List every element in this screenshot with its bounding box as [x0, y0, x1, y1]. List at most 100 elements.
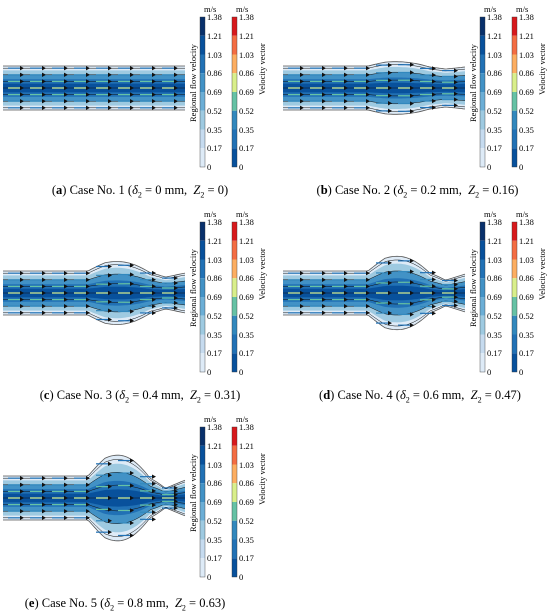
velocity-arrowhead [20, 72, 24, 77]
vector-colorbar-segment [232, 334, 237, 354]
vector-colorbar-segment [232, 110, 237, 130]
velocity-arrowhead [344, 92, 348, 97]
vector-colorbar-tick-label: 1.38 [519, 217, 534, 227]
flow-colorbar-segment [200, 445, 205, 465]
flow-colorbar-segment [200, 110, 205, 130]
flow-colorbar-segment [480, 35, 485, 55]
velocity-arrowhead [20, 66, 24, 71]
flow-field-svg [283, 221, 518, 373]
velocity-arrowhead [108, 461, 112, 467]
velocity-arrowhead [300, 310, 304, 315]
vector-colorbar-segment [232, 54, 237, 74]
flow-colorbar-segment [200, 558, 205, 577]
velocity-arrowhead [130, 290, 134, 296]
flow-colorbar-unit: m/s [484, 4, 497, 14]
flow-colorbar-segment [480, 17, 485, 36]
vector-colorbar-title: Velocity vector [257, 453, 267, 505]
velocity-arrowhead [322, 105, 326, 110]
velocity-arrowhead [130, 263, 134, 268]
velocity-arrowhead [20, 515, 24, 520]
vector-colorbar-segment [512, 334, 517, 354]
vector-colorbar-segment [232, 445, 237, 465]
velocity-arrowhead [64, 297, 68, 302]
velocity-arrowhead [174, 275, 178, 281]
velocity-arrowhead [174, 85, 178, 91]
flow-colorbar-segment [200, 54, 205, 74]
vector-colorbar-tick-label: 1.38 [239, 217, 254, 227]
velocity-arrowhead [86, 297, 90, 302]
velocity-arrowhead [108, 518, 112, 523]
velocity-arrowhead [300, 105, 304, 110]
vector-colorbar-tick-label: 0.17 [239, 348, 254, 359]
velocity-arrowhead [366, 304, 370, 309]
velocity-arrowhead [344, 284, 348, 289]
vector-colorbar-segment [232, 240, 237, 260]
velocity-arrowhead [344, 297, 348, 302]
velocity-arrowhead [64, 271, 68, 276]
velocity-arrowhead [454, 303, 458, 308]
velocity-arrowhead [410, 101, 414, 106]
flow-colorbar-segment [200, 502, 205, 521]
velocity-arrowhead [20, 284, 24, 289]
flow-colorbar-tick-label: 1.03 [207, 254, 222, 265]
flow-colorbar-tick-label: 0.69 [207, 292, 222, 302]
velocity-arrowhead [86, 271, 90, 276]
velocity-arrowhead [454, 85, 458, 91]
flow-colorbar-segment [200, 92, 205, 111]
vector-colorbar-tick-label: 0 [239, 367, 244, 377]
velocity-arrowhead [42, 509, 46, 514]
velocity-arrowhead [152, 517, 156, 522]
flow-colorbar-tick-label: 0.69 [487, 87, 502, 97]
flow-field-svg [3, 16, 238, 168]
caption-case-5: (e) Case No. 5 (δ2 = 0.8 mm, Z2 = 0.63) [24, 596, 226, 613]
flow-colorbar-segment [200, 73, 205, 92]
velocity-arrowhead [322, 85, 326, 91]
vector-colorbar-tick-label: 0.69 [519, 292, 534, 302]
flow-colorbar-segment [200, 240, 205, 260]
velocity-arrowhead [432, 92, 436, 97]
vector-colorbar-frame [231, 426, 238, 578]
velocity-arrowhead [42, 72, 46, 77]
vector-colorbar-tick-label: 0.86 [519, 68, 534, 79]
velocity-arrowhead [64, 515, 68, 520]
velocity-arrowhead [174, 499, 178, 504]
vector-colorbar-tick-label: 1.38 [519, 12, 534, 22]
velocity-arrowhead [20, 85, 24, 91]
velocity-arrowhead [108, 264, 112, 269]
vector-colorbar-segment [232, 92, 237, 111]
velocity-arrowhead [432, 277, 436, 282]
velocity-arrowhead [86, 502, 90, 507]
vector-colorbar-title: Velocity vector [257, 248, 267, 300]
flow-colorbar-tick-label: 0.86 [207, 68, 222, 79]
velocity-arrowhead [108, 495, 112, 501]
vector-colorbar-tick-label: 1.03 [239, 459, 254, 470]
velocity-arrowhead [174, 502, 178, 507]
velocity-arrowhead [152, 277, 156, 282]
vector-colorbar-tick-label: 0 [239, 572, 244, 582]
vector-colorbar-tick-label: 1.38 [239, 12, 254, 22]
vector-colorbar-tick-label: 0.86 [239, 68, 254, 79]
velocity-arrowhead [174, 105, 178, 110]
vector-colorbar-segment [512, 110, 517, 130]
velocity-arrowhead [174, 99, 178, 104]
velocity-arrowhead [366, 310, 370, 315]
flow-colorbar-tick-label: 0.17 [487, 348, 502, 359]
velocity-arrowhead [366, 92, 370, 97]
flow-colorbar-tick-label: 0.17 [207, 348, 222, 359]
channel-wall [3, 261, 186, 278]
flow-colorbar-segment [480, 259, 485, 279]
velocity-arrowhead [64, 99, 68, 104]
velocity-arrowhead [108, 529, 112, 535]
flow-colorbar-tick-label: 0 [487, 367, 492, 377]
velocity-arrowhead [344, 79, 348, 84]
vector-colorbar-segment [232, 73, 237, 92]
velocity-arrowhead [344, 271, 348, 276]
vector-colorbar-tick-label: 0.17 [239, 553, 254, 564]
velocity-arrowhead [86, 79, 90, 84]
velocity-arrowhead [130, 85, 134, 91]
vector-colorbar-frame [511, 221, 518, 373]
velocity-arrowhead [64, 105, 68, 110]
flow-colorbar-tick-label: 0.86 [207, 478, 222, 489]
flow-colorbar-segment [200, 520, 205, 540]
velocity-arrowhead [42, 482, 46, 487]
